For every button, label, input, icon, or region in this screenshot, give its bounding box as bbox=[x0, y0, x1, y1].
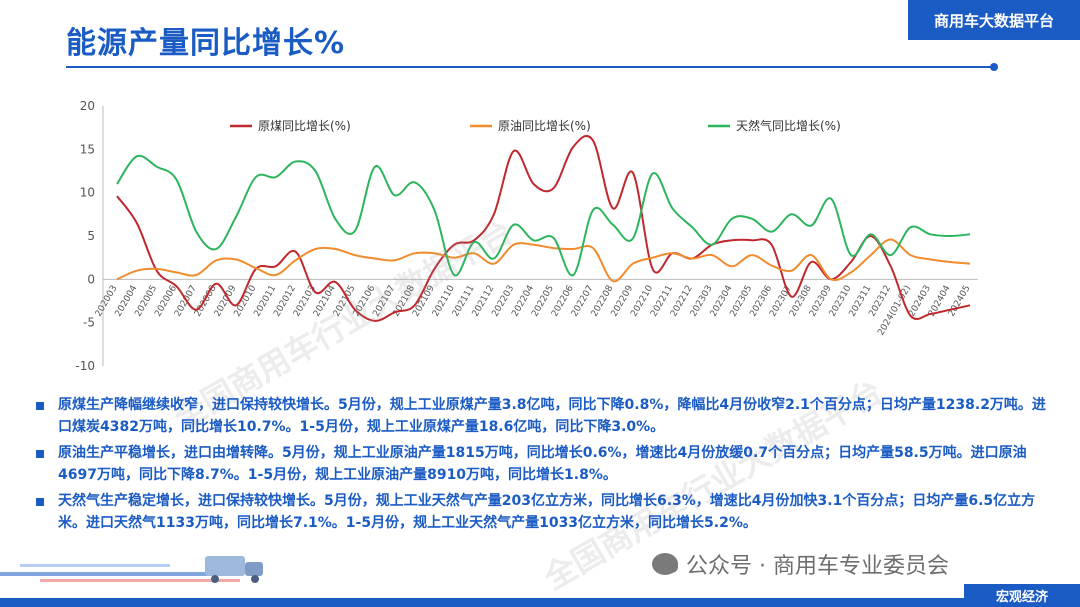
note-item-oil: 原油生产平稳增长，进口由增转降。5月份，规上工业原油产量1815万吨，同比增长0… bbox=[36, 442, 1056, 486]
page-title: 能源产量同比增长% bbox=[66, 26, 346, 61]
y-tick-label: -10 bbox=[75, 359, 95, 373]
truck-decoration bbox=[0, 556, 263, 583]
y-tick-label: 15 bbox=[80, 142, 95, 156]
y-tick-label: -5 bbox=[83, 316, 95, 330]
legend-item-oil-label: 原油同比增长(%) bbox=[498, 119, 591, 133]
wechat-icon bbox=[652, 553, 678, 575]
note-item-coal: 原煤生产降幅继续收窄，进口保持较快增长。5月份，规上工业原煤产量3.8亿吨，同比… bbox=[36, 394, 1056, 438]
note-bullet bbox=[36, 402, 44, 410]
energy-growth-line-chart: -10-505101520202003202004202005202006202… bbox=[75, 99, 978, 373]
note-text-coal: 原煤生产降幅继续收窄，进口保持较快增长。5月份，规上工业原煤产量3.8亿吨，同比… bbox=[58, 397, 1046, 435]
footer-source: 公众号 · 商用车专业委员会 bbox=[686, 554, 949, 579]
legend-item-coal-label: 原煤同比增长(%) bbox=[258, 119, 351, 133]
note-text-oil: 原油生产平稳增长，进口由增转降。5月份，规上工业原油产量1815万吨，同比增长0… bbox=[58, 445, 1027, 483]
y-tick-label: 0 bbox=[87, 272, 95, 286]
note-item-gas: 天然气生产稳定增长，进口保持较快增长。5月份，规上工业天然气产量203亿立方米，… bbox=[36, 490, 1056, 534]
brand-badge: 商用车大数据平台 bbox=[908, 0, 1080, 40]
title-divider bbox=[66, 66, 994, 68]
notes-list: 原煤生产降幅继续收窄，进口保持较快增长。5月份，规上工业原煤产量3.8亿吨，同比… bbox=[36, 394, 1056, 538]
series-line-gas bbox=[116, 154, 971, 277]
title-divider-dot bbox=[990, 63, 998, 71]
note-text-gas: 天然气生产稳定增长，进口保持较快增长。5月份，规上工业天然气产量203亿立方米，… bbox=[58, 493, 1036, 531]
footer-tag: 宏观经济 bbox=[964, 584, 1080, 607]
note-bullet bbox=[36, 498, 44, 506]
legend-item-gas-label: 天然气同比增长(%) bbox=[736, 118, 841, 133]
series-line-oil bbox=[116, 238, 971, 283]
y-tick-label: 20 bbox=[80, 99, 95, 113]
y-tick-label: 5 bbox=[87, 229, 95, 243]
note-bullet bbox=[36, 450, 44, 458]
footer-band bbox=[0, 598, 1080, 607]
y-tick-label: 10 bbox=[80, 186, 95, 200]
